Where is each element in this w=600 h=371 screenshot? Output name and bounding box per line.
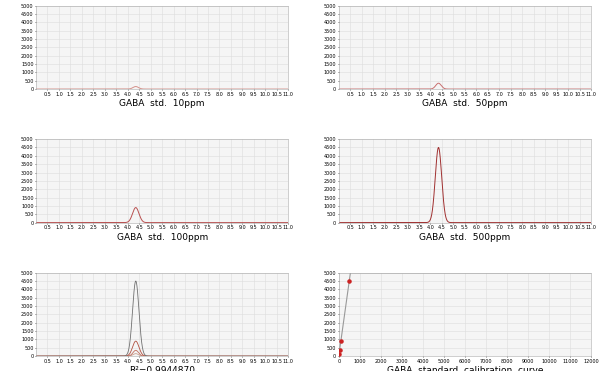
X-axis label: GABA  standard  calibration  curve: GABA standard calibration curve	[386, 367, 543, 371]
Point	[334, 351, 344, 357]
Point	[336, 338, 346, 344]
Point	[335, 347, 344, 353]
X-axis label: GABA  std.  100ppm: GABA std. 100ppm	[116, 233, 208, 242]
X-axis label: GABA  std.  500ppm: GABA std. 500ppm	[419, 233, 511, 242]
X-axis label: R²=0.9944870: R²=0.9944870	[129, 367, 195, 371]
Point	[344, 278, 354, 284]
X-axis label: GABA  std.  10ppm: GABA std. 10ppm	[119, 99, 205, 108]
X-axis label: GABA  std.  50ppm: GABA std. 50ppm	[422, 99, 508, 108]
